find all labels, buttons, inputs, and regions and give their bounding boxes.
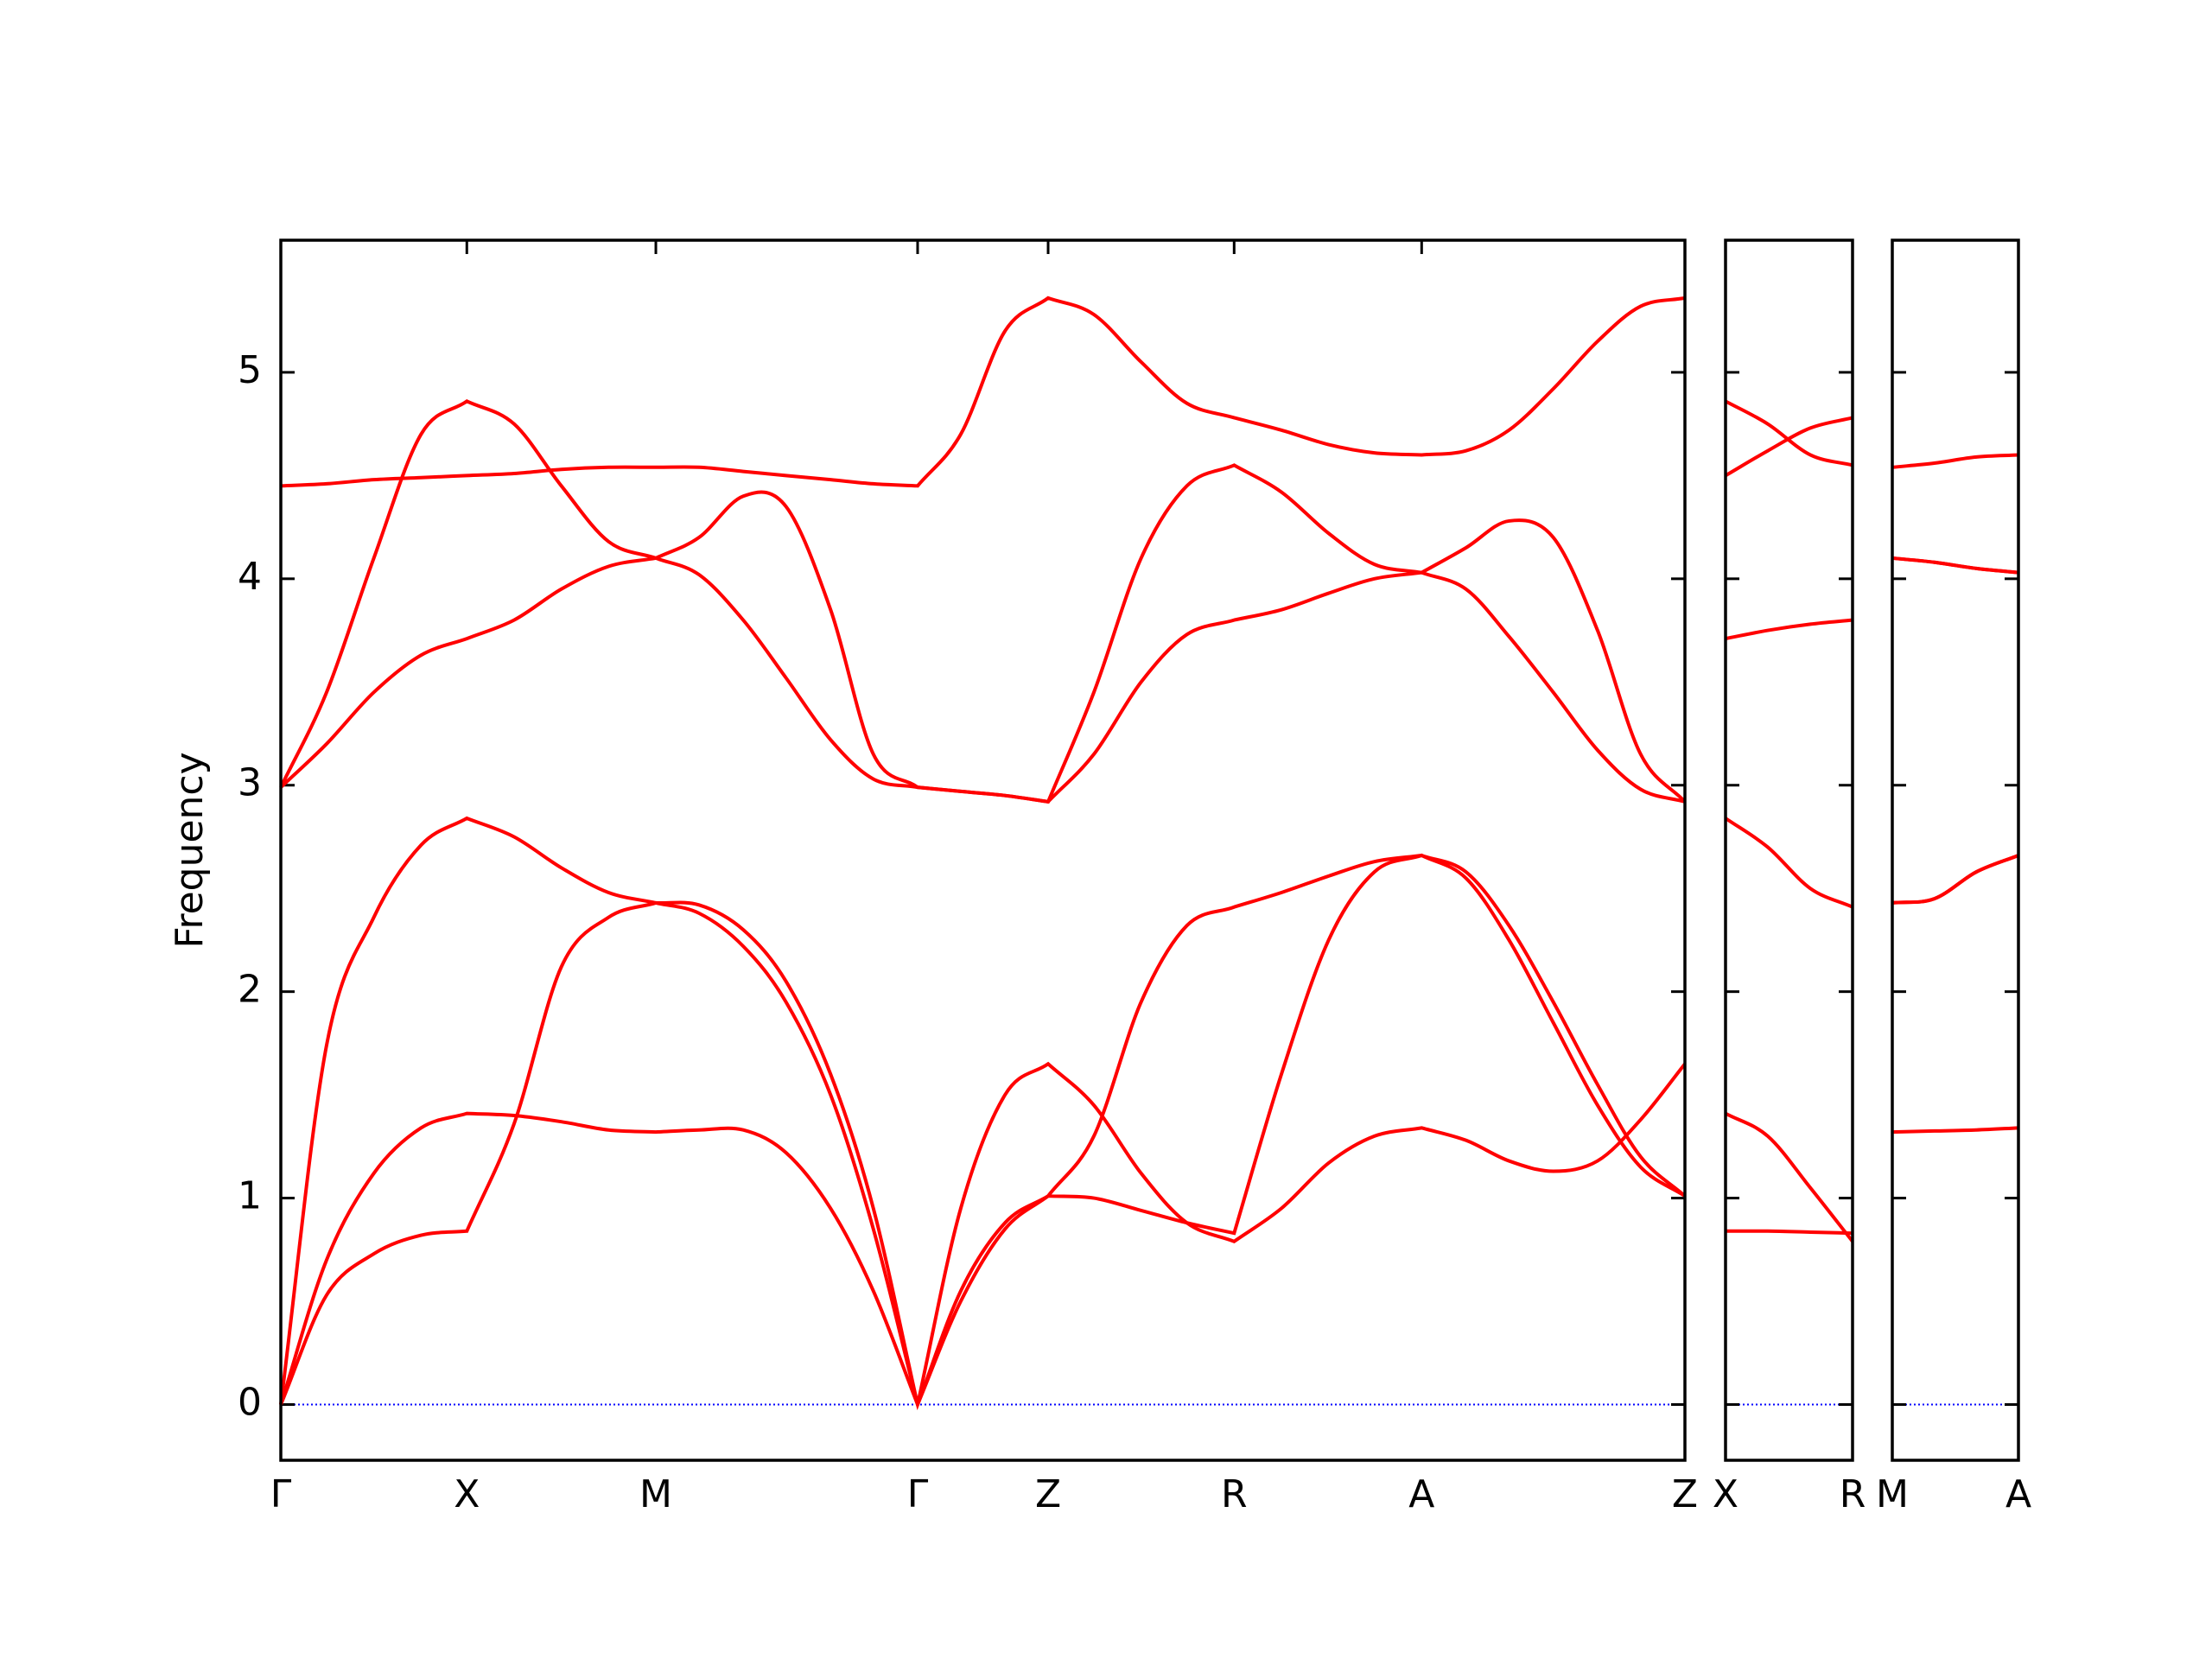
band-line	[1724, 416, 1853, 478]
y-tick-label: 3	[238, 761, 262, 805]
band-line	[280, 296, 1686, 488]
x-tick-label: Z	[1672, 1472, 1698, 1516]
x-tick-label: Z	[1035, 1472, 1061, 1516]
x-tick-label: Γ	[270, 1472, 292, 1516]
x-tick-label: A	[1408, 1472, 1434, 1516]
band-line	[1891, 1126, 2019, 1135]
x-tick-label: R	[1840, 1472, 1866, 1516]
y-tick-label: 0	[238, 1380, 262, 1424]
band-line	[1725, 1229, 1853, 1236]
band-line	[1725, 618, 1853, 641]
band-line	[279, 900, 1687, 1406]
x-tick-label: A	[2005, 1472, 2031, 1516]
band-line	[279, 556, 1686, 804]
band-line	[1725, 399, 1853, 467]
y-tick-label: 1	[238, 1174, 262, 1218]
y-axis-label: Frequency	[168, 752, 212, 948]
band-line	[279, 816, 1687, 1411]
band-line	[1724, 817, 1853, 909]
plot-frame	[279, 238, 1687, 1462]
band-line	[1891, 854, 2019, 905]
y-tick-label: 2	[238, 968, 262, 1012]
band-line	[1891, 453, 2019, 469]
y-tick-label: 4	[238, 555, 262, 599]
plot-frame	[1891, 238, 2020, 1462]
x-tick-label: R	[1221, 1472, 1248, 1516]
band-line	[279, 853, 1687, 1409]
x-tick-label: Γ	[907, 1472, 929, 1516]
y-tick-label: 5	[238, 348, 262, 392]
x-tick-label: X	[1713, 1472, 1738, 1516]
x-tick-label: M	[639, 1472, 672, 1516]
x-tick-label: X	[454, 1472, 480, 1516]
band-line	[1891, 556, 2019, 575]
band-line	[279, 399, 1687, 804]
plot-frame	[1724, 238, 1854, 1462]
band-line	[1725, 1111, 1854, 1243]
x-tick-label: M	[1876, 1472, 1909, 1516]
